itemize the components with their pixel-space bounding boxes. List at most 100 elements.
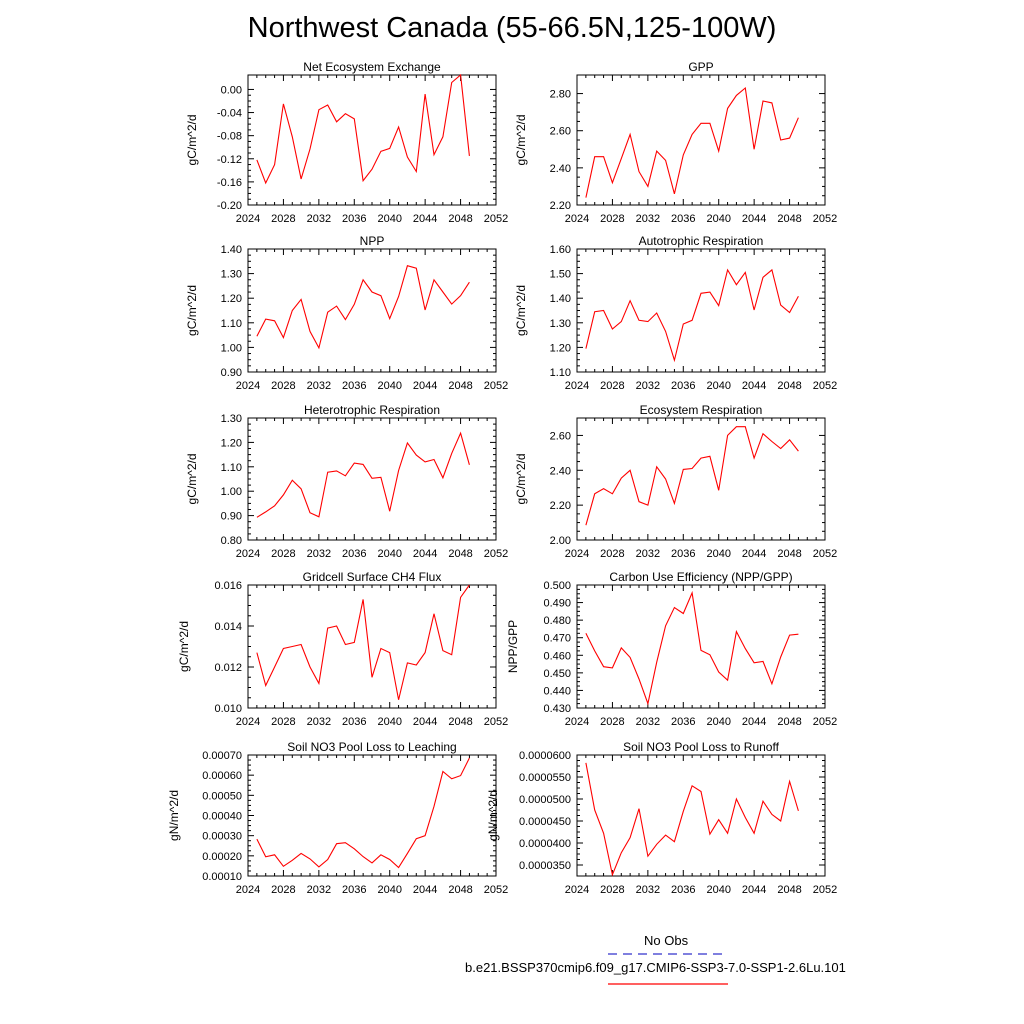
x-tick-label: 2040 — [377, 213, 401, 225]
y-tick-label: 0.00 — [221, 84, 242, 96]
x-tick-label: 2032 — [636, 884, 660, 896]
plot-frame — [576, 584, 826, 709]
y-tick-label: 0.450 — [543, 668, 571, 680]
x-tick-label: 2028 — [600, 884, 624, 896]
series-line — [256, 265, 470, 350]
x-tick-label: 2028 — [271, 213, 295, 225]
y-tick-label: 0.00030 — [202, 831, 242, 843]
y-tick-label: 0.00050 — [202, 790, 242, 802]
y-tick-label: 0.016 — [214, 580, 242, 592]
y-tick-label: 0.00020 — [202, 851, 242, 863]
x-tick-label: 2032 — [307, 548, 331, 560]
series-line — [585, 268, 799, 363]
x-tick-label: 2036 — [671, 380, 695, 392]
panel-9: Soil NO3 Pool Loss to Runoff 2024 2028 2032… — [486, 740, 837, 896]
x-tick-label: 2048 — [777, 548, 801, 560]
x-tick-label: 2048 — [777, 213, 801, 225]
panel-title: Autotrophic Respiration — [639, 234, 764, 248]
x-tick-label: 2024 — [565, 716, 589, 728]
x-tick-label: 2040 — [706, 213, 730, 225]
x-tick-label: 2044 — [742, 884, 766, 896]
x-tick-label: 2040 — [706, 548, 730, 560]
x-tick-label: 2028 — [600, 213, 624, 225]
y-tick-label: 0.012 — [214, 662, 242, 674]
y-tick-label: 0.0000400 — [519, 838, 571, 850]
y-tick-label: 0.500 — [543, 580, 571, 592]
y-tick-label: 0.440 — [543, 685, 571, 697]
x-tick-label: 2028 — [271, 380, 295, 392]
y-tick-label: 0.00010 — [202, 871, 242, 883]
x-tick-label: 2032 — [636, 548, 660, 560]
x-tick-label: 2036 — [342, 380, 366, 392]
x-tick-label: 2048 — [448, 884, 472, 896]
x-tick-label: 2024 — [565, 213, 589, 225]
x-tick-label: 2044 — [413, 884, 437, 896]
x-tick-label: 2048 — [777, 380, 801, 392]
panel-title: Net Ecosystem Exchange — [303, 60, 441, 74]
y-tick-label: 2.20 — [550, 200, 571, 212]
panel-4: Heterotrophic Respiration 2024 2028 2032 203… — [185, 403, 508, 560]
x-tick-label: 2024 — [236, 716, 260, 728]
y-tick-label: 2.40 — [550, 163, 571, 175]
x-tick-label: 2044 — [413, 213, 437, 225]
legend-model-label: b.e21.BSSP370cmip6.f09_g17.CMIP6-SSP3-7.… — [465, 960, 846, 975]
page-title: Northwest Canada (55-66.5N,125-100W) — [247, 12, 777, 44]
panel-1: GPP 2024 2028 2032 2036 2040 2044 2048 2052 2.20 2… — [514, 60, 837, 225]
panel-8: Soil NO3 Pool Loss to Leaching 2024 2028 20… — [167, 740, 508, 896]
y-tick-label: 0.00070 — [202, 750, 242, 762]
y-axis-label: gC/m^2/d — [185, 285, 199, 336]
x-tick-label: 2036 — [342, 884, 366, 896]
x-tick-label: 2036 — [342, 213, 366, 225]
y-tick-label: 1.20 — [221, 293, 242, 305]
x-tick-label: 2036 — [671, 213, 695, 225]
y-axis-label: gC/m^2/d — [514, 285, 528, 336]
series-line — [585, 590, 799, 706]
x-tick-label: 2052 — [813, 716, 837, 728]
panel-title: Soil NO3 Pool Loss to Leaching — [287, 740, 456, 754]
y-tick-label: 1.00 — [221, 342, 242, 354]
plot-frame — [247, 584, 497, 709]
x-tick-label: 2032 — [636, 213, 660, 225]
x-tick-label: 2036 — [342, 548, 366, 560]
series-line — [585, 762, 799, 877]
x-tick-label: 2044 — [742, 548, 766, 560]
panel-7: Carbon Use Efficiency (NPP/GPP) 2024 2028 2… — [506, 570, 837, 728]
series-line — [585, 86, 799, 198]
y-tick-label: 0.490 — [543, 598, 571, 610]
y-tick-label: 0.0000500 — [519, 794, 571, 806]
panel-title: Gridcell Surface CH4 Flux — [303, 570, 442, 584]
x-tick-label: 2044 — [413, 548, 437, 560]
x-tick-label: 2052 — [813, 380, 837, 392]
x-tick-label: 2044 — [742, 213, 766, 225]
series-line — [256, 73, 470, 185]
y-tick-label: 2.60 — [550, 430, 571, 442]
x-tick-label: 2036 — [671, 548, 695, 560]
series-line — [256, 431, 470, 518]
plot-frame — [576, 754, 826, 877]
x-tick-label: 2024 — [236, 884, 260, 896]
x-tick-label: 2052 — [484, 548, 508, 560]
legend-obs-label: No Obs — [644, 933, 689, 948]
y-tick-label: 2.20 — [550, 500, 571, 512]
y-tick-label: 2.40 — [550, 465, 571, 477]
x-tick-label: 2052 — [484, 716, 508, 728]
x-tick-label: 2048 — [448, 213, 472, 225]
y-tick-label: 1.10 — [550, 367, 571, 379]
y-tick-label: 1.10 — [221, 462, 242, 474]
y-tick-label: 0.470 — [543, 633, 571, 645]
y-tick-label: 1.20 — [221, 437, 242, 449]
x-tick-label: 2036 — [671, 716, 695, 728]
series-line — [256, 757, 470, 869]
y-tick-label: 0.014 — [214, 621, 242, 633]
x-tick-label: 2028 — [600, 548, 624, 560]
y-tick-label: 1.00 — [221, 486, 242, 498]
x-tick-label: 2052 — [813, 213, 837, 225]
x-tick-label: 2032 — [307, 213, 331, 225]
panel-3: Autotrophic Respiration 2024 2028 2032 2036 2… — [514, 234, 837, 392]
x-tick-label: 2024 — [565, 884, 589, 896]
y-tick-label: 2.60 — [550, 126, 571, 138]
x-tick-label: 2028 — [271, 884, 295, 896]
y-tick-label: -0.08 — [217, 131, 242, 143]
y-tick-label: 2.80 — [550, 89, 571, 101]
